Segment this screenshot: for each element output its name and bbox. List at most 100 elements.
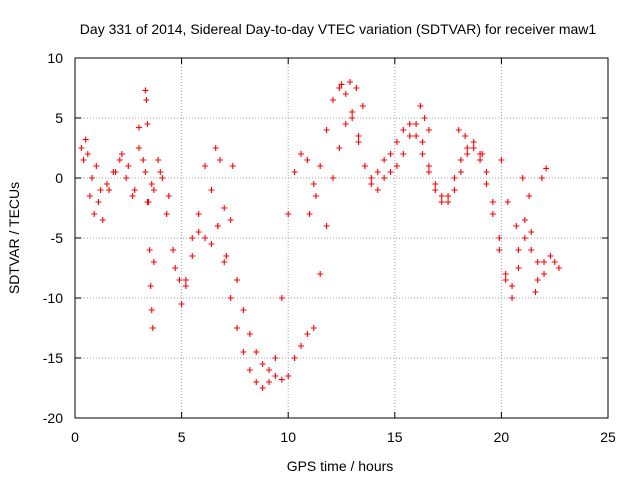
data-point	[240, 307, 247, 313]
y-tick-label: -20	[43, 410, 63, 426]
data-point	[145, 199, 152, 205]
data-point	[89, 175, 96, 181]
data-point	[464, 145, 471, 151]
x-tick-label: 10	[280, 429, 296, 445]
data-point	[342, 91, 349, 97]
data-point	[532, 289, 539, 295]
data-point	[144, 121, 151, 127]
x-tick-label: 20	[494, 429, 510, 445]
data-point	[393, 139, 400, 145]
data-point	[80, 157, 87, 163]
data-point	[208, 241, 215, 247]
data-point	[278, 295, 285, 301]
data-point	[304, 157, 311, 163]
y-tick-label: 0	[55, 170, 63, 186]
data-point	[425, 127, 432, 133]
data-point	[95, 199, 102, 205]
series-2	[80, 115, 562, 383]
data-point	[347, 79, 354, 85]
data-point	[438, 193, 445, 199]
data-point	[329, 97, 336, 103]
data-point	[147, 283, 154, 289]
data-point	[419, 151, 426, 157]
data-point	[368, 175, 375, 181]
data-point	[323, 127, 330, 133]
data-point	[521, 235, 528, 241]
data-point	[515, 265, 522, 271]
data-point	[278, 376, 285, 383]
data-point	[246, 367, 253, 373]
data-point	[349, 115, 356, 121]
data-point	[150, 187, 157, 193]
y-tick-label: 5	[55, 110, 63, 126]
data-point	[502, 277, 509, 283]
data-point	[504, 199, 511, 205]
series-1	[78, 85, 554, 391]
data-point	[291, 169, 298, 175]
axis-ticks: 0 5 10 15 20 25 -20 -15 -10 -5 0 5 10	[43, 50, 616, 445]
data-point	[306, 211, 313, 217]
data-point	[189, 235, 196, 241]
data-point	[400, 151, 407, 157]
data-point	[216, 157, 223, 163]
data-point	[78, 145, 85, 151]
data-point	[227, 295, 234, 301]
data-point	[285, 373, 292, 379]
data-point	[240, 349, 247, 355]
data-point	[457, 157, 464, 163]
x-tick-label: 25	[600, 429, 616, 445]
data-point	[291, 355, 298, 361]
data-point	[310, 325, 317, 331]
data-point	[387, 151, 394, 157]
data-point	[477, 157, 484, 163]
data-point	[489, 211, 496, 217]
data-point	[534, 277, 541, 283]
data-point	[355, 139, 362, 145]
data-point	[202, 163, 209, 169]
data-point	[146, 247, 153, 253]
data-point	[483, 181, 490, 187]
data-point	[202, 235, 209, 241]
data-point	[432, 187, 439, 193]
data-point	[419, 139, 426, 145]
data-point	[312, 193, 319, 199]
data-point	[413, 121, 420, 127]
data-point	[464, 151, 471, 157]
data-point	[338, 81, 345, 88]
data-point	[323, 223, 330, 229]
data-point	[374, 169, 381, 175]
data-point	[509, 295, 516, 301]
data-point	[521, 217, 528, 223]
data-point	[451, 187, 458, 193]
data-point	[223, 253, 230, 259]
data-point	[555, 265, 562, 271]
data-point	[118, 151, 125, 157]
data-point	[336, 145, 343, 151]
data-point	[129, 193, 136, 199]
x-tick-label: 15	[387, 429, 403, 445]
data-point	[438, 199, 445, 205]
series-3	[142, 79, 550, 331]
data-point	[445, 193, 452, 199]
data-point	[99, 217, 106, 223]
data-point	[227, 217, 234, 223]
data-point	[425, 163, 432, 169]
data-point	[149, 325, 156, 331]
data-point	[349, 109, 356, 115]
data-point	[496, 247, 503, 253]
data-point	[214, 223, 221, 229]
data-point	[470, 139, 477, 145]
data-point	[165, 193, 172, 199]
data-point	[359, 103, 366, 109]
data-point	[417, 103, 424, 109]
data-point	[159, 175, 166, 181]
data-point	[361, 163, 368, 169]
data-point	[498, 157, 505, 163]
data-point	[182, 283, 189, 289]
data-point	[82, 136, 89, 143]
data-point	[135, 145, 142, 151]
data-point	[163, 211, 170, 217]
x-axis-label: GPS time / hours	[287, 458, 394, 474]
data-point	[381, 175, 388, 181]
